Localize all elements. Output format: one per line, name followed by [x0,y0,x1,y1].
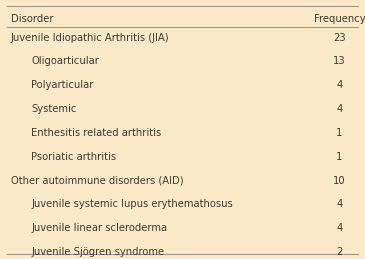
Text: 4: 4 [336,223,343,233]
Text: Juvenile systemic lupus erythemathosus: Juvenile systemic lupus erythemathosus [31,199,233,209]
Text: 1: 1 [336,128,343,138]
Text: 13: 13 [333,56,346,66]
Text: Frequency: Frequency [314,15,365,24]
Text: Psoriatic arthritis: Psoriatic arthritis [31,152,116,162]
Text: Systemic: Systemic [31,104,76,114]
Text: Juvenile Sjögren syndrome: Juvenile Sjögren syndrome [31,247,164,257]
Text: 23: 23 [333,33,346,42]
Text: 4: 4 [336,104,343,114]
Text: Other autoimmune disorders (AID): Other autoimmune disorders (AID) [11,176,184,185]
Text: Juvenile linear scleroderma: Juvenile linear scleroderma [31,223,167,233]
Text: Enthesitis related arthritis: Enthesitis related arthritis [31,128,161,138]
Text: 4: 4 [336,80,343,90]
Text: Polyarticular: Polyarticular [31,80,93,90]
Text: 10: 10 [333,176,346,185]
Text: Juvenile Idiopathic Arthritis (JIA): Juvenile Idiopathic Arthritis (JIA) [11,33,170,42]
Text: Oligoarticular: Oligoarticular [31,56,99,66]
Text: 4: 4 [336,199,343,209]
Text: Disorder: Disorder [11,15,53,24]
Text: 2: 2 [336,247,343,257]
Text: 1: 1 [336,152,343,162]
